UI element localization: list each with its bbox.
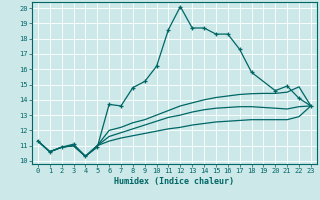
X-axis label: Humidex (Indice chaleur): Humidex (Indice chaleur) bbox=[115, 177, 234, 186]
